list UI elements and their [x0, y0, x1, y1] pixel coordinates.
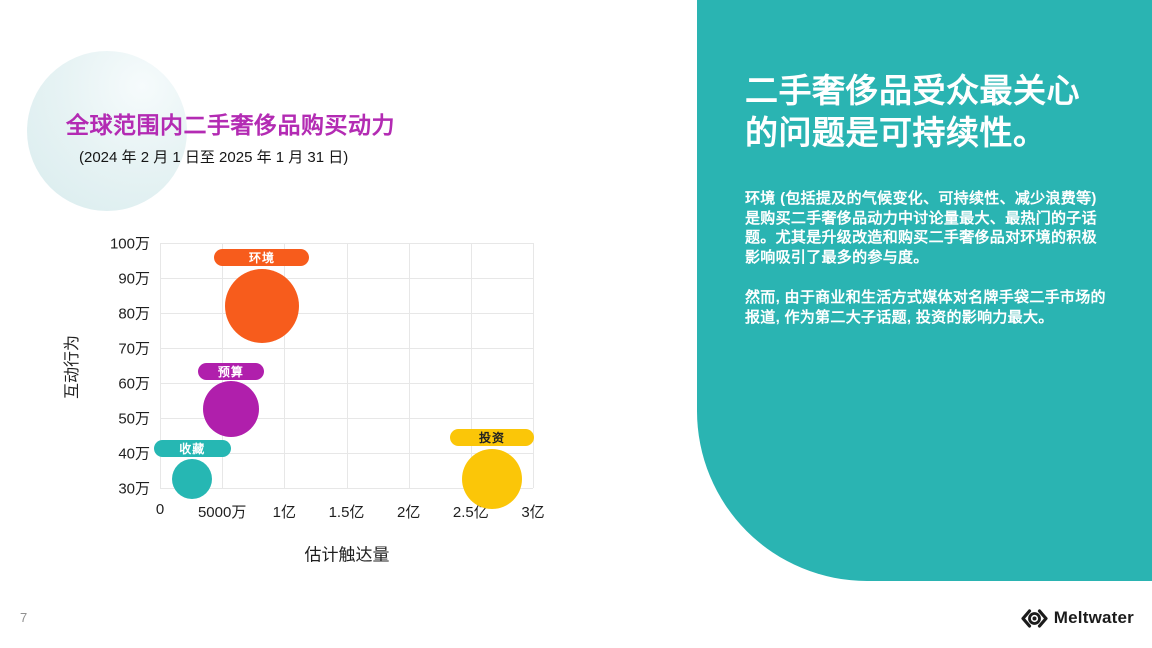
- x-axis-tick-label: 2.5亿: [452, 504, 489, 521]
- bubble-label-投资: 投资: [449, 429, 534, 447]
- y-axis-tick-label: 80万: [118, 305, 150, 323]
- bubble-预算: [202, 381, 259, 438]
- right-panel-content: 二手奢侈品受众最关心 的问题是可持续性。 环境 (包括提及的气候变化、可持续性、…: [745, 70, 1111, 327]
- y-axis-tick-label: 30万: [118, 480, 150, 498]
- gridline-vertical: [533, 243, 534, 488]
- page-title: 全球范围内二手奢侈品购买动力: [66, 112, 395, 138]
- bubble-环境: [224, 269, 299, 343]
- gridline-vertical: [284, 243, 286, 488]
- y-axis-tick-label: 90万: [118, 270, 150, 288]
- x-axis-tick-label: 1亿: [272, 504, 296, 521]
- x-axis-tick-label: 2亿: [396, 504, 421, 521]
- y-axis-title: 互动行为: [64, 334, 81, 400]
- x-axis-tick-label: 1.5亿: [328, 504, 365, 521]
- gridline-vertical: [408, 243, 410, 488]
- x-axis-tick-label: 0: [155, 501, 165, 518]
- y-axis-tick-label: 50万: [118, 410, 150, 428]
- bubble-label-环境: 环境: [214, 249, 310, 267]
- y-axis-tick-label: 40万: [118, 445, 150, 463]
- right-panel: 二手奢侈品受众最关心 的问题是可持续性。 环境 (包括提及的气候变化、可持续性、…: [697, 0, 1152, 581]
- y-axis-tick-label: 100万: [109, 235, 150, 253]
- panel-heading: 二手奢侈品受众最关心 的问题是可持续性。: [745, 70, 1111, 154]
- panel-paragraph-2: 然而, 由于商业和生活方式媒体对名牌手袋二手市场的报道, 作为第二大子话题, 投…: [745, 289, 1106, 326]
- gridline-horizontal: [160, 488, 533, 489]
- meltwater-logo: Meltwater: [1020, 608, 1134, 628]
- y-axis-tick-label: 70万: [118, 340, 150, 358]
- gridline-vertical: [346, 243, 348, 488]
- panel-heading-line2: 的问题是可持续性。: [745, 114, 1047, 151]
- y-axis-tick-label: 60万: [118, 375, 150, 393]
- x-axis-title: 估计触达量: [304, 545, 390, 565]
- x-axis-tick-label: 5000万: [197, 504, 247, 521]
- x-axis-tick-label: 3亿: [521, 504, 545, 521]
- logo-text: Meltwater: [1053, 608, 1134, 627]
- bubble-label-收藏: 收藏: [153, 440, 231, 458]
- bubble-label-预算: 预算: [197, 362, 264, 380]
- page-number: 7: [20, 610, 28, 625]
- gridline-vertical: [160, 243, 161, 488]
- meltwater-eye-icon: [1020, 608, 1049, 628]
- panel-paragraph-1: 环境 (包括提及的气候变化、可持续性、减少浪费等) 是购买二手奢侈品动力中讨论量…: [745, 190, 1097, 266]
- gridline-vertical: [470, 243, 472, 488]
- panel-heading-line1: 二手奢侈品受众最关心: [745, 72, 1080, 109]
- page-subtitle: (2024 年 2 月 1 日至 2025 年 1 月 31 日): [79, 149, 349, 166]
- bubble-收藏: [172, 459, 213, 500]
- bubble-投资: [461, 449, 522, 510]
- decorative-circle: [27, 51, 187, 211]
